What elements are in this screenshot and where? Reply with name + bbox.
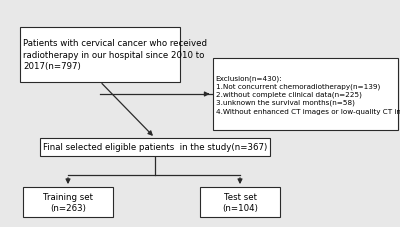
FancyBboxPatch shape — [212, 59, 398, 131]
Text: Patients with cervical cancer who received
radiotherapy in our hospital since 20: Patients with cervical cancer who receiv… — [23, 39, 207, 71]
Text: Test set
(n=104): Test set (n=104) — [222, 192, 258, 212]
FancyBboxPatch shape — [20, 27, 180, 82]
Text: Exclusion(n=430):
1.Not concurrent chemoradiotherapy(n=139)
2.without complete c: Exclusion(n=430): 1.Not concurrent chemo… — [216, 75, 400, 114]
Text: Final selected eligible patients  in the study(n=367): Final selected eligible patients in the … — [43, 143, 267, 152]
Text: Training set
(n=263): Training set (n=263) — [43, 192, 93, 212]
FancyBboxPatch shape — [200, 187, 280, 217]
FancyBboxPatch shape — [23, 187, 113, 217]
FancyBboxPatch shape — [40, 138, 270, 156]
